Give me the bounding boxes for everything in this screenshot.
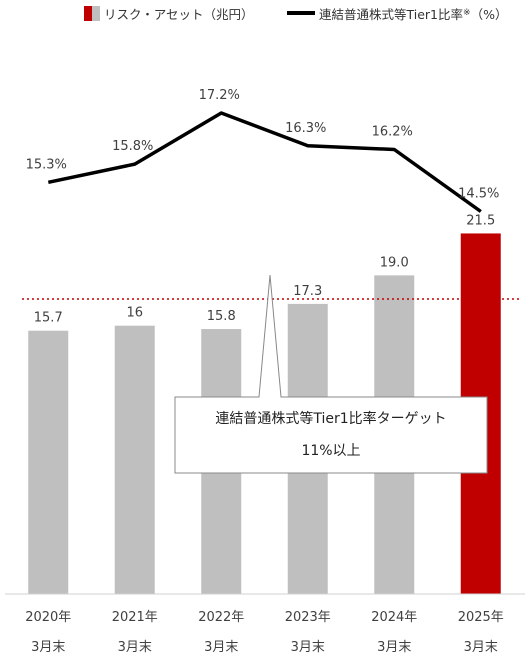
x-axis-labels: 2020年 3月末 2021年 3月末 2022年 3月末 2023年 3月末 2024年 3月末… <box>25 610 504 655</box>
legend-bars: リスク・アセット（兆円） <box>84 4 254 22</box>
x-tick-month-0: 3月末 <box>31 640 65 655</box>
x-tick-month-5: 3月末 <box>464 640 498 655</box>
bar-value-label-5: 21.5 <box>466 213 495 228</box>
legend-line-unit: （%） <box>470 6 508 22</box>
x-tick-month-1: 3月末 <box>118 640 152 655</box>
x-tick-month-3: 3月末 <box>291 640 325 655</box>
bar-value-label-2: 15.8 <box>207 309 236 324</box>
x-tick-year-4: 2024年 <box>371 610 417 625</box>
x-tick-year-5: 2025年 <box>458 610 504 625</box>
legend-line-label: 連結普通株式等Tier1比率 <box>319 6 464 22</box>
legend-bars-label: リスク・アセット（兆円） <box>104 6 254 22</box>
legend-line-swatch <box>287 11 315 15</box>
ratio-series-line <box>47 111 482 213</box>
x-tick-year-1: 2021年 <box>112 610 158 625</box>
ratio-value-label-4: 16.2% <box>372 125 413 140</box>
legend-red-swatch <box>84 5 92 21</box>
ratio-value-label-5: 14.5% <box>458 187 499 202</box>
legend-line: 連結普通株式等Tier1比率 ※ （%） <box>287 4 507 22</box>
callout-title: 連結普通株式等Tier1比率ターゲット <box>215 411 447 427</box>
bar-value-label-4: 19.0 <box>380 255 409 270</box>
callout-shape <box>174 274 488 474</box>
bar-1 <box>114 325 155 594</box>
legend-line-note: ※ <box>463 8 471 18</box>
callout-value: 11%以上 <box>301 443 361 459</box>
bar-value-label-1: 16 <box>126 306 143 321</box>
x-tick-year-0: 2020年 <box>25 610 71 625</box>
x-tick-year-2: 2022年 <box>198 610 244 625</box>
target-callout: 連結普通株式等Tier1比率ターゲット 11%以上 <box>175 397 487 473</box>
ratio-value-label-0: 15.3% <box>26 157 67 172</box>
ratio-value-label-3: 16.3% <box>285 121 326 136</box>
ratio-value-label-2: 17.2% <box>199 88 240 103</box>
bar-value-label-0: 15.7 <box>34 311 63 326</box>
bar-value-label-3: 17.3 <box>293 284 322 299</box>
line-labels-layer: 15.3% 15.8% 17.2% 16.3% 16.2% 14.5% <box>26 88 500 202</box>
bar-0 <box>28 330 69 594</box>
x-tick-month-2: 3月末 <box>204 640 238 655</box>
x-tick-year-3: 2023年 <box>285 610 331 625</box>
legend-grey-swatch <box>92 5 100 21</box>
bar-labels-layer: 15.7 16 15.8 17.3 19.0 21.5 <box>34 213 495 325</box>
x-tick-month-4: 3月末 <box>377 640 411 655</box>
ratio-value-label-1: 15.8% <box>112 139 153 154</box>
